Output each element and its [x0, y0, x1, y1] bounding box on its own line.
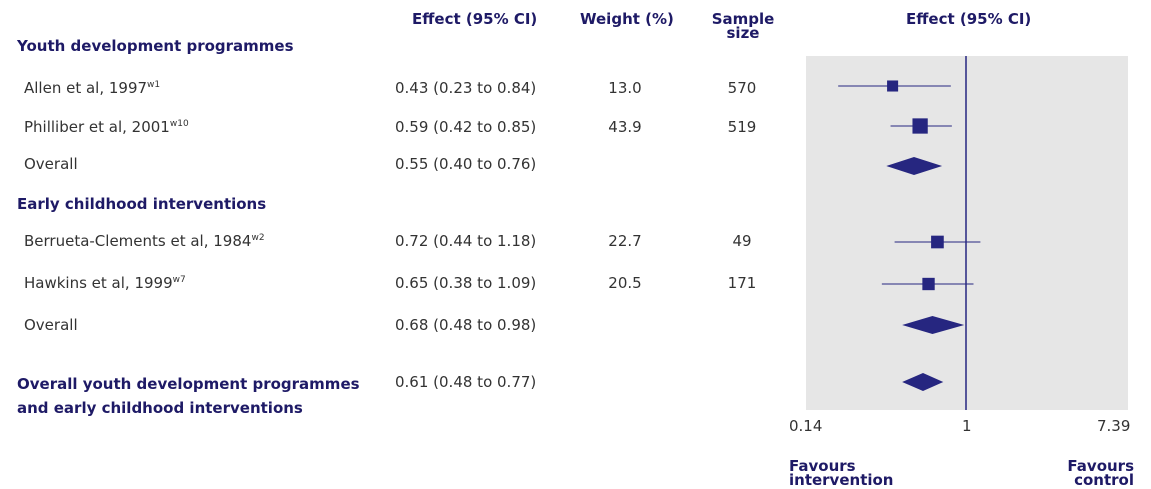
study-ref: w7 [172, 275, 186, 285]
plot-panel [806, 56, 1128, 410]
study-name: Hawkins et al, 1999 [24, 274, 173, 292]
favours-right-line1: Favours [1067, 457, 1134, 475]
effect-ci: 0.68 (0.48 to 0.98) [395, 316, 537, 334]
effect-ci: 0.43 (0.23 to 0.84) [395, 79, 537, 97]
sample-size-value: 570 [727, 79, 757, 97]
tick-label-max: 7.39 [1097, 417, 1131, 435]
header-plot-effect: Effect (95% CI) [906, 10, 1032, 28]
header-sample-size: Sample size [711, 10, 775, 42]
study-ref: w10 [169, 119, 189, 129]
weight-value: 20.5 [608, 274, 642, 292]
study-name: Philliber et al, 2001 [24, 118, 170, 136]
section-early: Early childhood interventions [17, 195, 267, 213]
favours-right-line2: control [1074, 471, 1134, 489]
grand-overall-line2: and early childhood interventions [17, 399, 303, 417]
favours-left-line2: intervention [789, 471, 894, 489]
study-ref: w2 [251, 233, 265, 243]
study-marker [922, 277, 935, 291]
study-name: Overall [24, 316, 78, 334]
grand-overall-effect: 0.61 (0.48 to 0.77) [395, 373, 537, 391]
effect-ci: 0.72 (0.44 to 1.18) [395, 232, 537, 250]
section-youth: Youth development programmes [17, 37, 294, 55]
tick-label-min: 0.14 [789, 417, 823, 435]
favours-left-line1: Favours [789, 457, 856, 475]
pooled-diamond [902, 373, 944, 391]
header-effect: Effect (95% CI) [412, 10, 538, 28]
study-marker [887, 80, 899, 92]
effect-ci: 0.65 (0.38 to 1.09) [395, 274, 537, 292]
header-weight: Weight (%) [580, 10, 674, 28]
tick-label-ref: 1 [962, 417, 972, 435]
study-name: Overall [24, 155, 78, 173]
sample-size-value: 49 [732, 232, 752, 250]
study-label: Philliber et al, 2001w10 [24, 118, 189, 136]
study-ref: w1 [147, 80, 161, 90]
effect-ci: 0.59 (0.42 to 0.85) [395, 118, 537, 136]
study-name: Berrueta-Clements et al, 1984 [24, 232, 252, 250]
sample-size-value: 171 [727, 274, 757, 292]
study-marker [912, 118, 928, 134]
favours-intervention: Favours intervention [789, 457, 894, 489]
favours-control: Favours control [1060, 457, 1134, 489]
pooled-diamond [902, 316, 965, 334]
overall-label: Overall [24, 155, 78, 173]
study-label: Berrueta-Clements et al, 1984w2 [24, 232, 265, 250]
weight-value: 22.7 [608, 232, 642, 250]
study-marker [931, 235, 944, 249]
study-label: Allen et al, 1997w1 [24, 79, 160, 97]
header-sample-line1: Sample [711, 10, 775, 28]
grand-overall-label: Overall youth development programmes and… [17, 372, 360, 420]
study-label: Hawkins et al, 1999w7 [24, 274, 186, 292]
weight-value: 43.9 [608, 118, 642, 136]
sample-size-value: 519 [727, 118, 757, 136]
weight-value: 13.0 [608, 79, 642, 97]
pooled-diamond [886, 157, 943, 175]
study-name: Allen et al, 1997 [24, 79, 148, 97]
overall-label: Overall [24, 316, 78, 334]
header-sample-line2: size [726, 24, 760, 42]
effect-ci: 0.55 (0.40 to 0.76) [395, 155, 537, 173]
grand-overall-line1: Overall youth development programmes [17, 375, 360, 393]
